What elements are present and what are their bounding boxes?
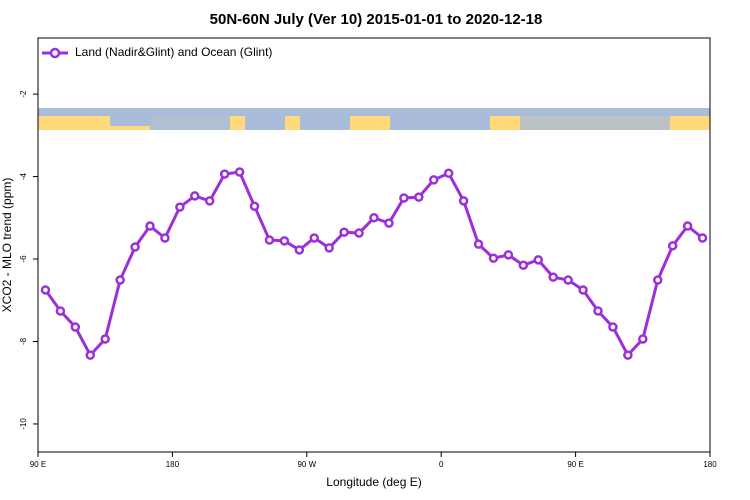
point (414, 192, 424, 202)
point (548, 272, 558, 282)
y-axis-label: XCO2 - MLO trend (ppm) (0, 178, 14, 313)
point (130, 242, 140, 252)
point (443, 168, 454, 179)
point (145, 221, 155, 231)
point (339, 227, 349, 237)
point (518, 260, 529, 270)
point (369, 213, 379, 223)
y-tick-label: -4 (19, 172, 28, 180)
x-tick-label: 90 W (297, 460, 316, 469)
x-axis-label: Longitude (deg E) (326, 475, 421, 489)
x-tick-label: 90 E (567, 460, 583, 469)
point (249, 201, 260, 211)
point (175, 202, 185, 212)
point (533, 255, 544, 265)
x-tick-label: 90 E (30, 460, 46, 469)
point (503, 250, 514, 260)
point (697, 233, 708, 243)
point (623, 350, 633, 360)
point (160, 233, 170, 243)
point (593, 306, 603, 316)
point (219, 169, 230, 179)
point (324, 243, 334, 253)
point (70, 322, 81, 332)
y-tick-label: -8 (19, 337, 28, 345)
point (682, 221, 693, 231)
point (488, 253, 499, 263)
point (384, 218, 394, 228)
point (115, 275, 125, 285)
chart-title: 50N-60N July (Ver 10) 2015-01-01 to 2020… (210, 11, 543, 28)
point (234, 167, 245, 177)
point (458, 196, 469, 206)
legend-marker (49, 47, 61, 59)
point (578, 285, 588, 295)
point (667, 241, 678, 251)
line (44, 170, 704, 358)
x-tick-label: 180 (703, 460, 717, 469)
y-tick-label: -10 (19, 418, 28, 430)
x-tick-label: 180 (166, 460, 180, 469)
point (473, 239, 484, 249)
y-tick-label: -6 (19, 255, 28, 263)
point (294, 245, 305, 255)
point (264, 235, 275, 245)
map-strip (38, 108, 710, 130)
point (608, 322, 618, 332)
point (652, 275, 663, 285)
point (55, 306, 66, 316)
point (204, 196, 215, 206)
point (85, 350, 96, 360)
x-tick-label: 0 (439, 460, 444, 469)
point (428, 175, 439, 185)
point (279, 236, 290, 246)
point (309, 233, 320, 243)
point (638, 334, 648, 344)
y-tick-label: -2 (19, 90, 28, 98)
point (399, 193, 409, 203)
legend-label: Land (Nadir&Glint) and Ocean (Glint) (75, 45, 272, 59)
point (40, 285, 51, 295)
point (190, 191, 200, 201)
plot-frame (37, 37, 711, 453)
point (563, 275, 573, 285)
point (354, 228, 364, 238)
point (100, 334, 110, 344)
